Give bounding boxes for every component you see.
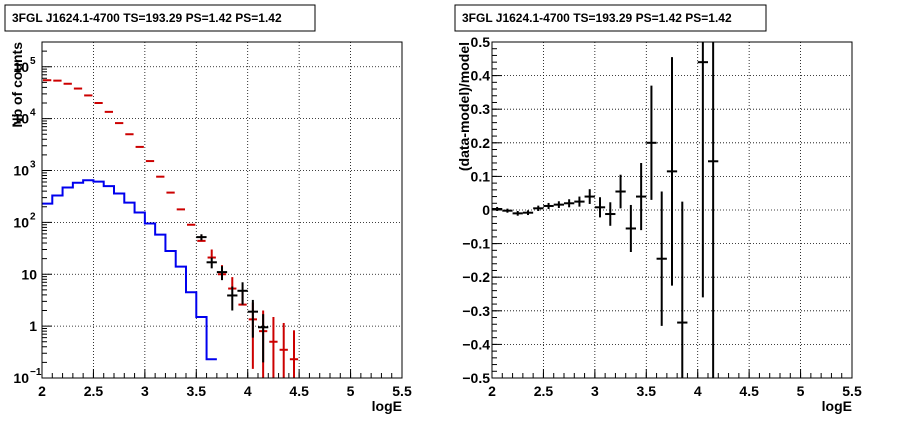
counts-y-tick-label: 1 [29,318,37,334]
residual-ticks [491,41,853,379]
counts-y-tick-exponent: 5 [30,56,36,67]
counts-panel: 3FGL J1624.1-4700 TS=193.29 PS=1.42 PS=1… [4,4,412,414]
counts-y-tick-exponent: 4 [30,108,36,119]
residual-x-tick-label: 2.5 [534,383,554,399]
counts-x-tick-label: 5.5 [392,383,412,399]
counts-grid [42,42,402,378]
counts-y-tick-label: 10 [13,59,29,75]
residual-x-tick-label: 3.5 [637,383,657,399]
residual-x-tick-label: 2 [488,383,496,399]
residual-y-tick-label: −0.3 [462,303,490,319]
counts-y-axis-title: Nb of counts [9,42,25,128]
counts-y-tick-label: 10 [13,111,29,127]
counts-x-tick-label: 4 [244,383,252,399]
counts-x-tick-label: 4.5 [289,383,309,399]
counts-y-tick-label: 10 [13,163,29,179]
counts-model-step-line [42,179,217,361]
residual-title-box [454,4,767,32]
counts-x-tick-label: 3 [141,383,149,399]
residual-panel: 3FGL J1624.1-4700 TS=193.29 PS=1.42 PS=1… [454,4,862,414]
counts-x-tick-label: 5 [347,383,355,399]
residual-x-tick-label: 5 [797,383,805,399]
residual-y-tick-label: −0.2 [462,269,490,285]
counts-series [42,79,299,378]
residual-title: 3FGL J1624.1-4700 TS=193.29 PS=1.42 PS=1… [462,11,732,25]
residual-y-tick-label: −0.5 [462,370,490,386]
counts-y-tick-label: 10 [13,370,29,386]
counts-plot-frame [41,41,403,379]
counts-x-axis-title: logE [372,398,402,414]
residual-y-tick-label: 0 [482,202,490,218]
residual-y-tick-label: 0.2 [471,135,491,151]
counts-y-tick-label: 10 [13,214,29,230]
counts-title: 3FGL J1624.1-4700 TS=193.29 PS=1.42 PS=1… [12,11,282,25]
counts-y-tick-exponent: 2 [30,211,36,222]
residual-x-tick-label: 5.5 [842,383,862,399]
counts-y-tick-exponent: −1 [30,367,42,378]
residual-y-tick-label: 0.4 [471,68,491,84]
residual-y-tick-label: −0.1 [462,236,490,252]
residual-y-tick-label: 0.5 [471,34,491,50]
residual-tick-labels: 2 2.5 3 3.5 4 4.5 5 5.5 −0.5 −0.4 −0.3 −0.2 −0.1 0 0.1… [462,34,862,399]
residual-y-tick-label: −0.4 [462,336,490,352]
counts-x-tick-label: 2.5 [84,383,104,399]
residual-y-axis-title: (data-model)/model [456,42,472,171]
residual-y-tick-label: 0.3 [471,101,491,117]
counts-x-tick-label: 2 [38,383,46,399]
counts-y-tick-label: 10 [21,266,37,282]
counts-x-tick-label: 3.5 [187,383,207,399]
counts-title-box [4,4,316,32]
residual-x-tick-label: 3 [591,383,599,399]
residual-x-axis-title: logE [822,398,852,414]
residual-x-tick-label: 4.5 [739,383,759,399]
residual-x-tick-label: 4 [694,383,702,399]
residual-series [492,42,719,378]
counts-ticks [41,50,403,379]
counts-y-tick-exponent: 3 [30,160,36,171]
residual-y-tick-label: 0.1 [471,168,491,184]
